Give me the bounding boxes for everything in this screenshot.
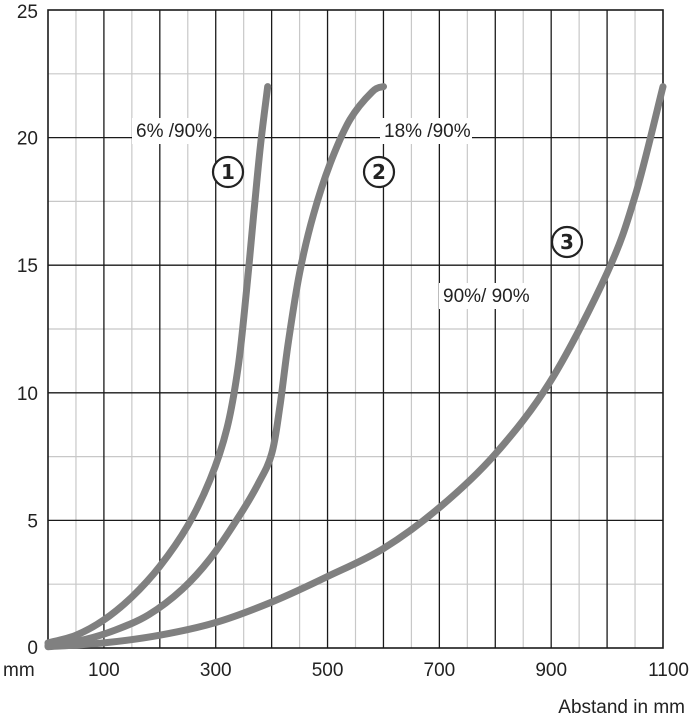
y-tick-label: 15 xyxy=(17,256,38,277)
series-annotations: 6% /90% 1 18% /90% 2 90%/ 90% 3 xyxy=(132,118,584,309)
x-tick-labels: 100 300 500 700 900 1100 xyxy=(88,660,689,681)
x-tick-label: 700 xyxy=(424,660,456,681)
series-marker-number-2: 2 xyxy=(372,160,386,184)
plot-frame xyxy=(47,9,664,649)
series-lines xyxy=(44,83,667,651)
series-label-bg-3 xyxy=(439,283,531,309)
series-line-3 xyxy=(44,83,667,651)
y-tick-label: 20 xyxy=(17,129,38,150)
series-marker-number-1: 1 xyxy=(221,160,235,184)
y-tick-label: 10 xyxy=(17,384,38,405)
series-marker-circle-3 xyxy=(550,225,584,259)
x-unit-label: mm xyxy=(3,660,35,681)
series-label-bg-1 xyxy=(132,118,214,144)
x-tick-label: 100 xyxy=(88,660,120,681)
y-tick-label: 5 xyxy=(27,511,38,532)
x-tick-label: 500 xyxy=(312,660,344,681)
plot-border xyxy=(47,9,664,649)
series-line-1 xyxy=(44,83,272,647)
series-marker-circle-1 xyxy=(211,155,245,189)
series-label-1: 6% /90% xyxy=(136,121,212,142)
x-tick-label: 300 xyxy=(200,660,232,681)
series-line-2 xyxy=(44,83,387,649)
series-label-3: 90%/ 90% xyxy=(443,286,530,307)
series-marker-circle-2 xyxy=(362,155,396,189)
y-tick-label: 0 xyxy=(27,638,38,659)
series-marker-number-3: 3 xyxy=(560,230,574,254)
series-label-2: 18% /90% xyxy=(384,121,471,142)
y-tick-labels: 0 5 10 15 20 25 xyxy=(17,2,38,659)
x-tick-label: 1100 xyxy=(648,660,689,681)
y-tick-label: 25 xyxy=(17,2,38,23)
x-tick-label: 900 xyxy=(535,660,567,681)
series-label-bg-2 xyxy=(380,118,472,144)
x-axis-title: Abstand in mm xyxy=(558,697,685,718)
